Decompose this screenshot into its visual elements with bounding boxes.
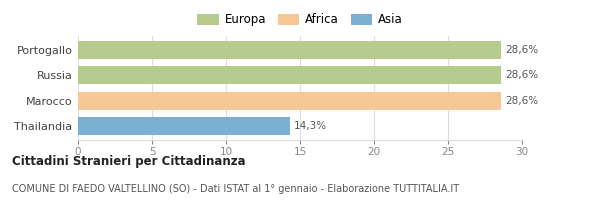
Text: Cittadini Stranieri per Cittadinanza: Cittadini Stranieri per Cittadinanza [12,155,245,168]
Bar [78,41,501,59]
Text: 28,6%: 28,6% [506,45,539,55]
Bar [78,117,290,135]
Text: COMUNE DI FAEDO VALTELLINO (SO) - Dati ISTAT al 1° gennaio - Elaborazione TUTTIT: COMUNE DI FAEDO VALTELLINO (SO) - Dati I… [12,184,459,194]
Text: 14,3%: 14,3% [294,121,327,131]
Legend: Europa, Africa, Asia: Europa, Africa, Asia [194,10,406,30]
Text: 28,6%: 28,6% [506,70,539,80]
Text: 28,6%: 28,6% [506,96,539,106]
Bar [78,66,501,84]
Bar [78,92,501,110]
